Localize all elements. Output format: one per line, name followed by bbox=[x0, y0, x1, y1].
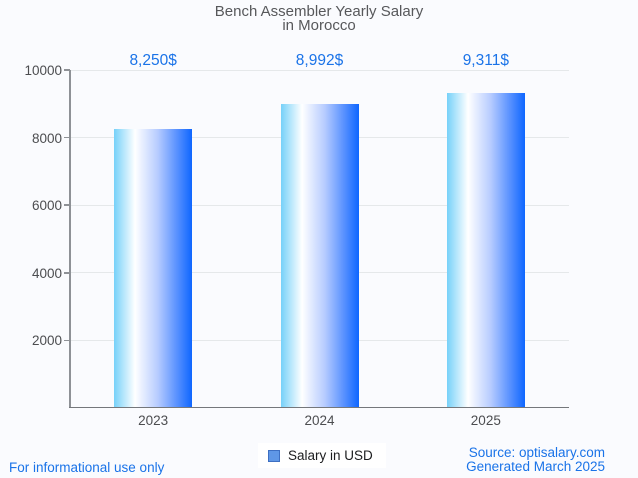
legend-square-icon bbox=[268, 449, 280, 462]
y-axis-tick bbox=[63, 204, 70, 206]
x-axis-label: 2025 bbox=[470, 413, 501, 428]
y-axis-line bbox=[69, 70, 71, 408]
y-axis-tick bbox=[63, 136, 70, 139]
legend: Salary in USD bbox=[258, 443, 386, 468]
y-axis-tick bbox=[63, 69, 70, 71]
generated-date: Generated March 2025 bbox=[466, 459, 605, 474]
footer-disclaimer: For informational use only bbox=[9, 460, 165, 475]
y-axis-tick-label: 10000 bbox=[24, 63, 62, 78]
bar-2024[interactable] bbox=[280, 104, 359, 408]
chart-title-line2: in Morocco bbox=[282, 17, 356, 34]
y-axis-tick-label: 2000 bbox=[31, 333, 62, 349]
bar-value-label: 9,311$ bbox=[462, 52, 509, 69]
y-axis-tick bbox=[63, 339, 70, 342]
x-axis-label: 2024 bbox=[304, 413, 335, 428]
x-axis-line bbox=[69, 406, 569, 408]
source-link[interactable]: Source: optisalary.com bbox=[468, 445, 605, 460]
gridline bbox=[70, 69, 569, 71]
x-axis-label: 2023 bbox=[138, 413, 169, 428]
bar-value-label: 8,992$ bbox=[295, 52, 344, 69]
y-axis-tick bbox=[63, 272, 70, 274]
y-axis-tick-label: 8000 bbox=[31, 130, 62, 146]
bar-2023[interactable] bbox=[114, 129, 193, 408]
bar-2025[interactable] bbox=[446, 93, 525, 408]
bar-value-label: 8,250$ bbox=[129, 52, 177, 69]
y-axis-tick-label: 6000 bbox=[31, 198, 62, 214]
y-axis-tick-label: 4000 bbox=[31, 265, 62, 281]
chart-title: Bench Assembler Yearly Salary in Morocco bbox=[0, 3, 638, 34]
footer-source: Source: optisalary.com Generated March 2… bbox=[466, 446, 605, 474]
chart-title-line1: Bench Assembler Yearly Salary bbox=[214, 3, 424, 20]
legend-label: Salary in USD bbox=[288, 448, 373, 463]
